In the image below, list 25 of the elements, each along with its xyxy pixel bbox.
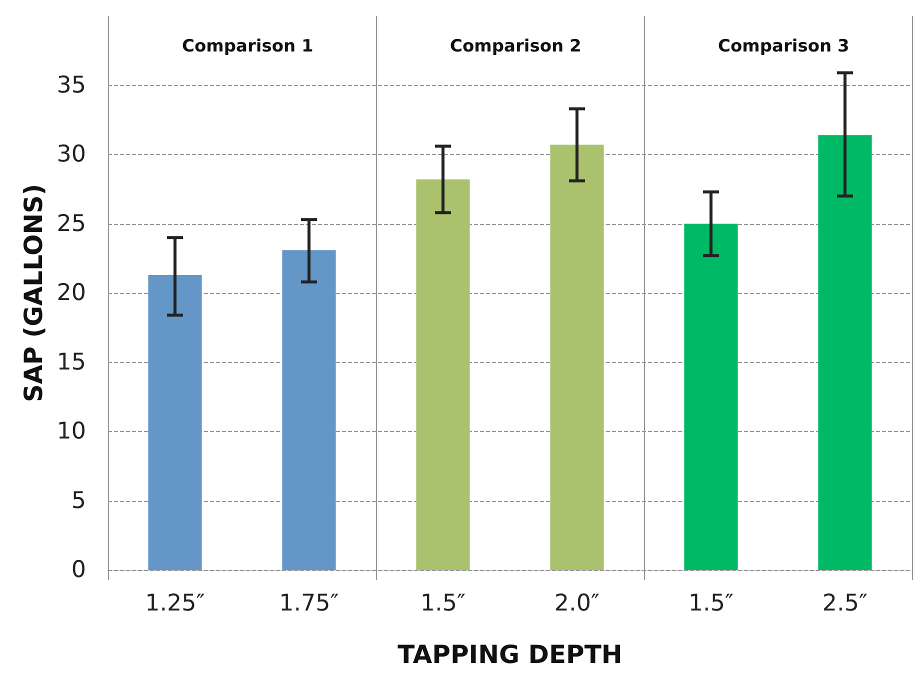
x-tick-label: 2.0″ bbox=[554, 590, 600, 616]
y-tick-label: 25 bbox=[56, 210, 86, 237]
y-axis-title: SAP (GALLONS) bbox=[18, 184, 48, 402]
y-tick-label: 30 bbox=[56, 142, 86, 168]
bar bbox=[282, 250, 336, 570]
x-axis-title: TAPPING DEPTH bbox=[398, 640, 622, 669]
bar bbox=[684, 224, 738, 570]
annotation: Comparison 2 bbox=[450, 36, 582, 56]
x-tick-label: 1.25″ bbox=[145, 590, 206, 616]
y-tick-label: 5 bbox=[71, 488, 86, 514]
y-tick-label: 10 bbox=[56, 418, 86, 444]
y-tick-label: 15 bbox=[56, 349, 86, 376]
x-tick-label: 1.5″ bbox=[420, 590, 466, 616]
x-tick-label: 1.75″ bbox=[279, 590, 340, 616]
bar bbox=[416, 179, 470, 570]
x-tick-label: 2.5″ bbox=[822, 590, 868, 616]
y-tick-label: 20 bbox=[56, 280, 86, 306]
x-tick-label: 1.5″ bbox=[688, 590, 734, 616]
annotation: Comparison 3 bbox=[718, 36, 850, 56]
y-tick-label: 35 bbox=[56, 72, 86, 98]
bar bbox=[818, 135, 872, 570]
y-tick-label: 0 bbox=[71, 557, 86, 583]
bar bbox=[550, 144, 604, 570]
bar bbox=[148, 274, 202, 570]
annotation: Comparison 1 bbox=[182, 36, 314, 56]
